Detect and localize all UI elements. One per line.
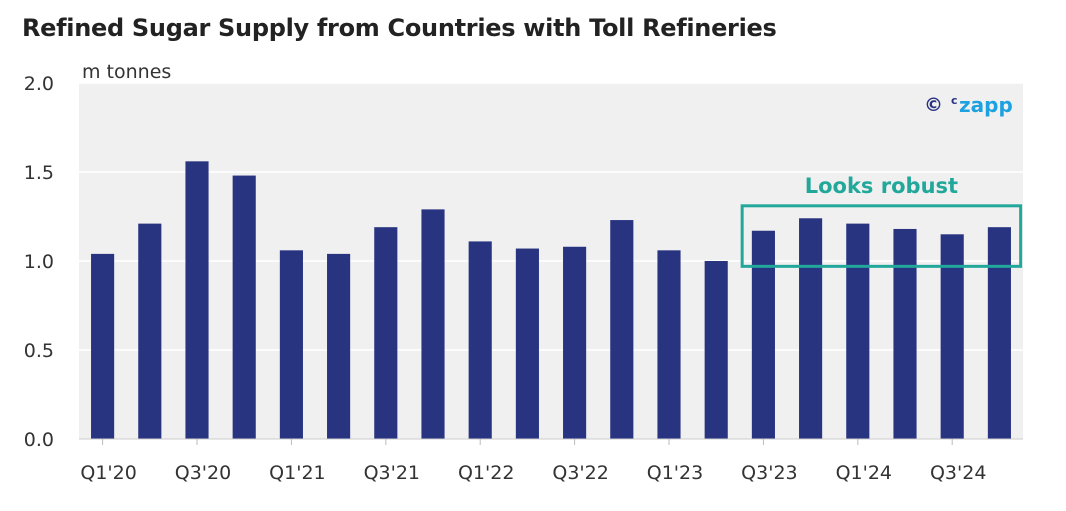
y-axis-ticks: 0.0 0.5 1.0 1.5 2.0 [24,73,54,451]
bar [657,250,681,439]
bar [751,230,775,439]
bars [91,161,1011,439]
x-tick-label: Q3'21 [364,462,420,484]
watermark-brand: zapp [959,93,1013,117]
x-tick-label: Q3'23 [741,462,797,484]
bar [515,248,539,439]
czapp-watermark: © c zapp [924,93,1013,117]
copyright-symbol: © [924,94,943,116]
bar [940,234,964,439]
bar [374,227,398,439]
highlight-box [740,204,1023,268]
bar [799,218,823,439]
highlight-annotation: Looks robust [805,174,958,198]
chart-title: Refined Sugar Supply from Countries with… [22,14,777,42]
y-tick-label: 1.0 [24,251,54,273]
bar [91,253,115,439]
x-tick-label: Q1'23 [647,462,703,484]
bar [185,161,209,439]
y-tick-label: 1.5 [24,162,54,184]
bar [232,175,256,439]
bar [138,223,162,439]
watermark-superscript: c [951,94,958,107]
x-tick-label: Q3'24 [930,462,986,484]
x-tick-label: Q3'20 [175,462,231,484]
y-axis-unit-label: m tonnes [82,61,171,83]
bar [987,227,1011,439]
x-tick-label: Q3'22 [552,462,608,484]
bar [421,209,445,439]
bar [279,250,303,439]
y-tick-label: 0.0 [24,429,54,451]
bar [327,253,351,439]
y-tick-label: 2.0 [24,73,54,95]
x-axis-ticks: Q1'20 Q3'20 Q1'21 Q3'21 Q1'22 Q3'22 Q1'23 Q3'23… [79,438,1023,484]
bar [563,246,587,439]
x-tick-label: Q1'21 [269,462,325,484]
x-tick-label: Q1'20 [80,462,136,484]
x-tick-label: Q1'24 [836,462,892,484]
x-tick-label: Q1'22 [458,462,514,484]
bar [610,220,634,439]
bar [846,223,870,439]
y-tick-label: 0.5 [24,340,54,362]
bar [468,241,492,439]
bar [893,228,917,439]
bar [704,261,728,439]
